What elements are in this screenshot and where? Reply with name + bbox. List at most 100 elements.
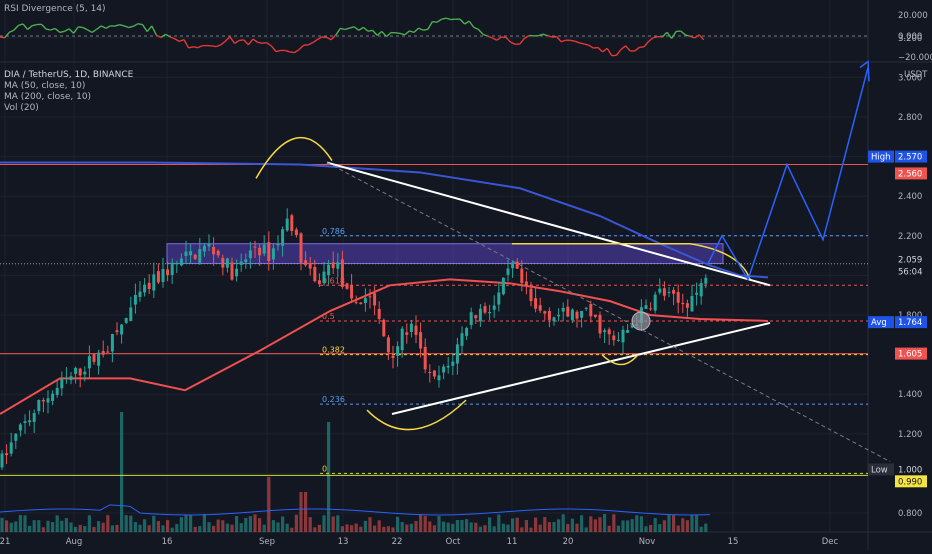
candle-body — [290, 215, 293, 231]
candle-body — [649, 308, 652, 309]
rsi-line — [175, 39, 180, 41]
rsi-line — [603, 48, 608, 52]
candle-body — [240, 261, 243, 265]
volume-bar — [125, 515, 128, 532]
candle-body — [106, 351, 109, 352]
rsi-line — [78, 27, 83, 28]
last-low-value: 0.990 — [898, 477, 922, 487]
candle-body — [226, 259, 229, 268]
candle-body — [415, 326, 418, 335]
rsi-line — [179, 40, 184, 42]
rsi-line — [97, 26, 102, 29]
price-tick-label: 3.000 — [898, 73, 922, 83]
symbol-label[interactable]: DIA / TetherUS, 1D, BINANCE — [4, 70, 133, 81]
volume-bar — [598, 517, 601, 532]
volume-bar — [161, 525, 164, 532]
ma50-legend[interactable]: MA (50, close, 10) — [4, 81, 133, 92]
candle-body — [70, 376, 73, 380]
candle-body — [295, 229, 298, 235]
price-tick-label: 1.200 — [898, 430, 922, 440]
rsi-line — [423, 29, 428, 30]
candle-body — [433, 371, 436, 377]
candle-body — [102, 351, 105, 355]
candle-body — [681, 303, 684, 304]
rsi-line — [193, 47, 198, 48]
rsi-line — [294, 50, 299, 53]
rsi-line — [9, 30, 14, 32]
candle-body — [51, 394, 54, 401]
candle-body — [185, 252, 188, 256]
volume-bar — [621, 520, 624, 532]
rsi-line — [138, 24, 143, 25]
rsi-line — [152, 26, 157, 35]
rsi-line — [69, 29, 74, 33]
volume-bar — [437, 516, 440, 532]
volume-bar — [350, 525, 353, 532]
volume-bar — [235, 516, 238, 532]
volume-bar — [134, 522, 137, 532]
rsi-line — [511, 42, 516, 44]
candle-body — [203, 246, 206, 252]
candle-body — [405, 332, 408, 334]
candle-body — [180, 259, 183, 266]
time-tick-label: Nov — [639, 537, 656, 547]
volume-bar — [396, 517, 399, 532]
candle-body — [217, 251, 220, 255]
candle-body — [93, 354, 96, 362]
volume-bar — [272, 520, 275, 532]
volume-bar — [557, 519, 560, 532]
candle-body — [19, 424, 22, 430]
candle-body — [677, 292, 680, 303]
candle-body — [562, 308, 565, 312]
volume-bar — [479, 527, 482, 532]
candle-body — [258, 248, 261, 256]
rsi-line — [55, 29, 60, 33]
volume-bar — [516, 518, 519, 532]
volume-bar — [106, 515, 109, 532]
volume-bar — [217, 520, 220, 532]
rsi-line — [51, 29, 56, 30]
projection-path — [708, 68, 868, 280]
rsi-line — [87, 30, 92, 33]
candle-body — [74, 368, 77, 374]
volume-bar — [175, 524, 178, 532]
rsi-line — [400, 33, 405, 34]
rsi-line — [83, 27, 88, 29]
volume-bar — [143, 519, 146, 532]
rsi-line — [584, 44, 589, 45]
rsi-line — [101, 26, 106, 28]
rsi-line — [129, 26, 134, 27]
rsi-line — [616, 49, 621, 55]
volume-bar — [520, 527, 523, 532]
candle-body — [419, 332, 422, 348]
candle-body — [198, 249, 201, 263]
rsi-line — [156, 35, 161, 37]
volume-bar — [562, 514, 565, 532]
rsi-line — [547, 36, 552, 37]
volume-bar — [571, 519, 574, 532]
candle-body — [208, 243, 211, 246]
candle-body — [281, 229, 284, 246]
volume-bar — [299, 492, 302, 532]
candle-body — [313, 267, 316, 281]
candle-body — [594, 315, 597, 317]
volume-bar — [497, 514, 500, 532]
volume-bar — [212, 526, 215, 532]
rsi-line — [258, 42, 263, 43]
candle-body — [571, 310, 574, 321]
rsi-line — [184, 40, 189, 48]
candle-body — [14, 434, 17, 441]
volume-bar — [194, 527, 197, 532]
rsi-legend: RSI Divergence (5, 14) — [4, 4, 106, 15]
rsi-panel — [0, 18, 868, 56]
ma200-legend[interactable]: MA (200, close, 10) — [4, 92, 133, 103]
candle-body — [672, 290, 675, 294]
candle-body — [318, 280, 321, 284]
rsi-line — [681, 31, 686, 35]
volume-legend[interactable]: Vol (20) — [4, 103, 133, 114]
volume-bar — [419, 514, 422, 532]
time-tick-label: Oct — [446, 537, 461, 547]
volume-bar — [33, 520, 36, 532]
